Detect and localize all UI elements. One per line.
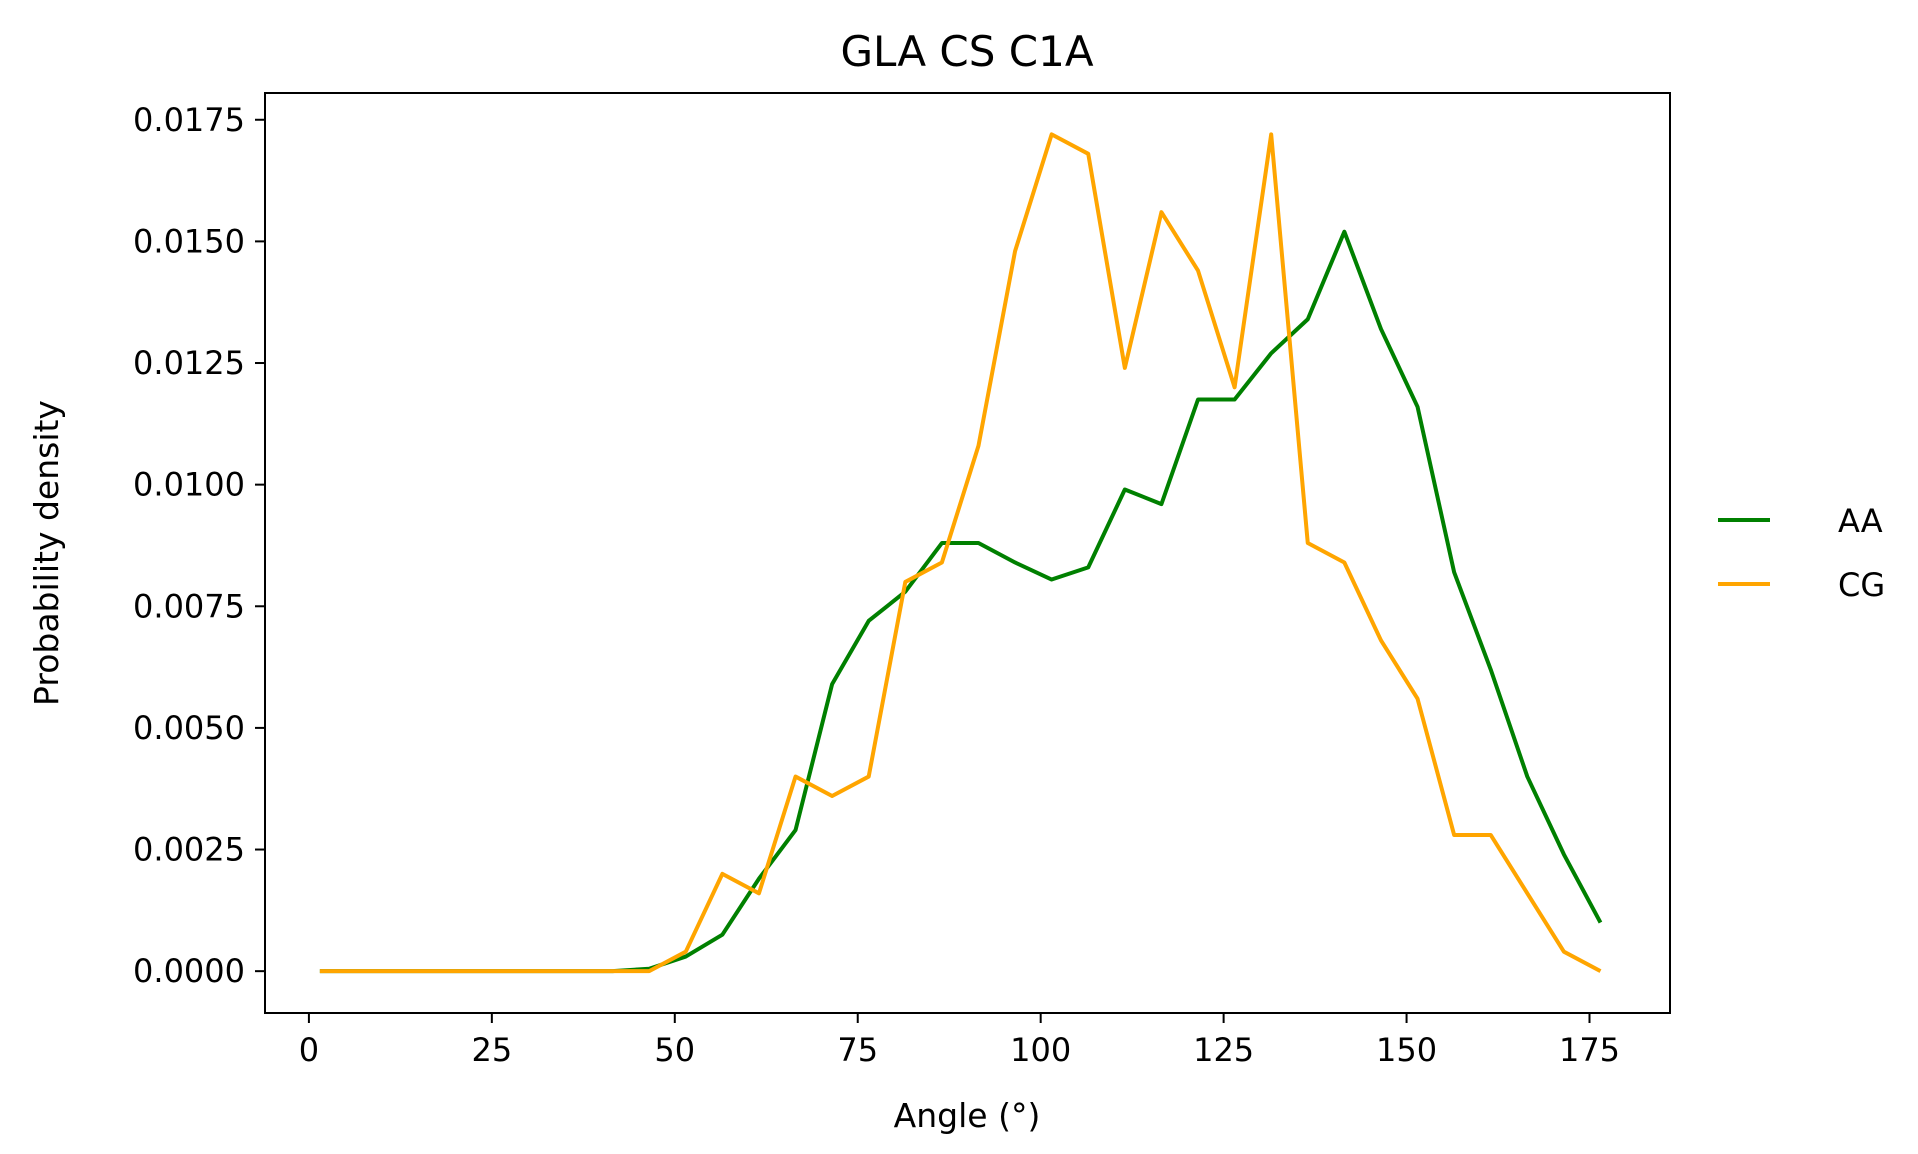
y-axis-label: Probability density [27, 400, 66, 706]
chart-title: GLA CS C1A [840, 27, 1093, 76]
y-tick-label: 0.0125 [133, 344, 245, 382]
x-axis-label: Angle (°) [894, 1096, 1041, 1135]
y-tick-label: 0.0150 [133, 222, 245, 260]
series-line-cg [319, 132, 1602, 974]
x-tick-label: 125 [1193, 1031, 1254, 1069]
x-tick-label: 25 [471, 1031, 512, 1069]
x-tick-label: 0 [299, 1031, 319, 1069]
y-tick-label: 0.0000 [133, 952, 245, 990]
legend-label-cg: CG [1838, 566, 1885, 604]
x-tick-label: 150 [1376, 1031, 1437, 1069]
y-tick-label: 0.0175 [133, 101, 245, 139]
y-tick-label: 0.0050 [133, 709, 245, 747]
legend-label-aa: AA [1838, 502, 1883, 540]
y-tick-label: 0.0075 [133, 587, 245, 625]
plot-frame [264, 92, 1671, 1014]
y-tick-label: 0.0025 [133, 831, 245, 869]
x-axis: 0 25 50 75 100 125 150 175 [299, 1013, 1620, 1069]
x-tick-label: 100 [1010, 1031, 1071, 1069]
x-tick-label: 75 [837, 1031, 878, 1069]
x-tick-label: 50 [654, 1031, 695, 1069]
series-layer [319, 132, 1603, 974]
legend: AA CG [1718, 502, 1885, 604]
x-tick-label: 175 [1559, 1031, 1620, 1069]
y-tick-label: 0.0100 [133, 466, 245, 504]
y-axis: 0.0000 0.0025 0.0050 0.0075 0.0100 0.0125 0.01… [133, 101, 265, 990]
